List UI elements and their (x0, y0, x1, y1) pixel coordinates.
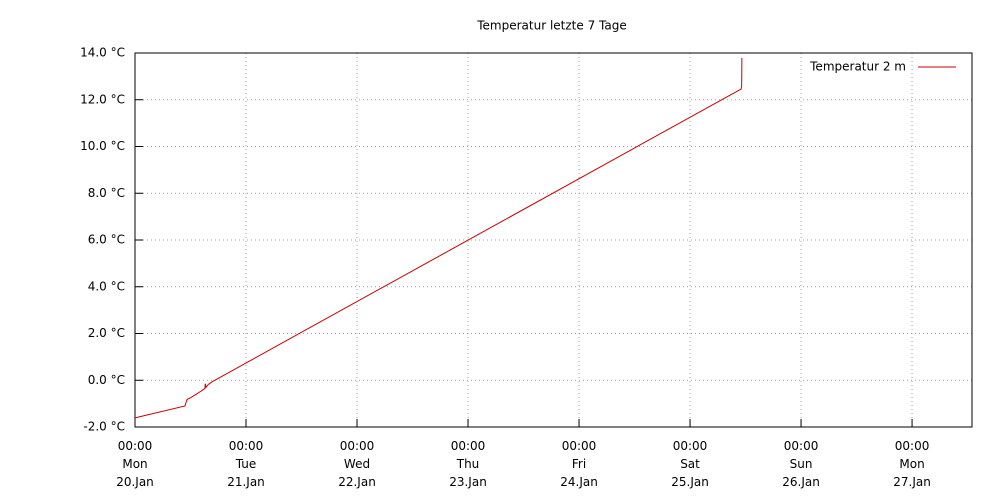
y-tick-label: 2.0 °C (88, 326, 125, 340)
x-tick-line: 27.Jan (893, 475, 931, 489)
x-tick-line: 20.Jan (116, 475, 154, 489)
x-tick-line: Sun (790, 457, 813, 471)
x-tick-label: 00:00 Mon 20.Jan (116, 439, 154, 489)
y-tick-label: 10.0 °C (80, 139, 125, 153)
x-tick-label: 00:00 Sat 25.Jan (671, 439, 709, 489)
x-tick-line: 00:00 (784, 439, 819, 453)
x-tick-line: 00:00 (451, 439, 486, 453)
x-tick-label: 00:00 Tue 21.Jan (227, 439, 265, 489)
x-tick-label: 00:00 Wed 22.Jan (338, 439, 376, 489)
data-line (134, 57, 743, 419)
x-tick-line: Fri (572, 457, 586, 471)
legend-label: Temperatur 2 m (809, 60, 906, 74)
x-tick-line: 25.Jan (671, 475, 709, 489)
x-tick-label: 00:00 Thu 23.Jan (449, 439, 487, 489)
y-tick-label: 8.0 °C (88, 186, 125, 200)
x-tick-label: 00:00 Mon 27.Jan (893, 439, 931, 489)
y-tick-label: -2.0 °C (83, 420, 125, 434)
x-tick-line: 00:00 (229, 439, 264, 453)
y-tick-label: 12.0 °C (80, 92, 125, 106)
x-tick-line: 24.Jan (560, 475, 598, 489)
x-tick-line: Tue (235, 457, 257, 471)
x-tick-line: 22.Jan (338, 475, 376, 489)
x-tick-line: 00:00 (562, 439, 597, 453)
y-tick-label: 4.0 °C (88, 279, 125, 293)
x-tick-line: Wed (344, 457, 370, 471)
x-tick-line: 00:00 (118, 439, 153, 453)
x-tick-label: 00:00 Fri 24.Jan (560, 439, 598, 489)
plot-frame (134, 52, 973, 428)
x-tick-line: Mon (122, 457, 147, 471)
y-tick-label: 6.0 °C (88, 233, 125, 247)
x-tick-line: 23.Jan (449, 475, 487, 489)
x-tick-line: 21.Jan (227, 475, 265, 489)
chart-title: Temperatur letzte 7 Tage (476, 19, 626, 33)
x-tick-line: 00:00 (673, 439, 708, 453)
x-tick-line: 26.Jan (782, 475, 820, 489)
x-tick-line: Sat (680, 457, 700, 471)
x-tick-line: 00:00 (340, 439, 375, 453)
x-tick-line: Thu (456, 457, 480, 471)
x-tick-line: 00:00 (895, 439, 930, 453)
y-tick-label: 0.0 °C (88, 373, 125, 387)
x-tick-label: 00:00 Sun 26.Jan (782, 439, 820, 489)
x-tick-line: Mon (899, 457, 924, 471)
y-tick-label: 14.0 °C (80, 46, 125, 60)
